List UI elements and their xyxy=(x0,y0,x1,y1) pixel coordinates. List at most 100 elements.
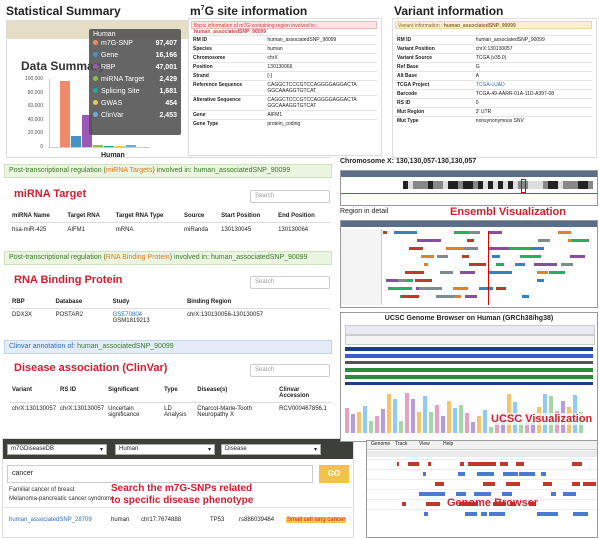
ensembl-overview xyxy=(340,170,598,206)
y-tick-label: 40,000 xyxy=(27,116,43,123)
info-row: RS ID 0 xyxy=(395,98,592,108)
track-feature xyxy=(383,231,387,234)
info-value: chrX xyxy=(267,55,278,61)
genome-menu-item[interactable]: Help xyxy=(443,441,454,447)
chromosome-band xyxy=(458,181,463,189)
column-header[interactable]: Study xyxy=(110,296,185,309)
disease-query-input[interactable]: cancer xyxy=(7,465,313,483)
expression-bar xyxy=(531,420,535,433)
column-header[interactable]: Start Position xyxy=(219,210,277,223)
column-header[interactable]: Disease(s) xyxy=(195,384,278,403)
track-feature xyxy=(520,255,541,258)
legend-swatch xyxy=(93,100,98,105)
column-header[interactable]: Source xyxy=(182,210,220,223)
info-value: AIFM1 xyxy=(267,112,283,118)
expression-bar xyxy=(375,415,379,433)
type-select[interactable]: Disease ▾ xyxy=(221,444,321,455)
bar-mirna-target[interactable] xyxy=(93,145,103,147)
column-header[interactable]: Binding Region xyxy=(184,296,330,309)
info-value: protein_coding xyxy=(267,121,301,127)
column-header[interactable]: RS ID xyxy=(58,384,107,403)
info-key: RM ID xyxy=(193,37,208,43)
result-id-link[interactable]: human_associatedSNP_28709 xyxy=(9,517,92,523)
info-row: RM ID human_associatedSNP_90099 xyxy=(395,35,592,45)
track-separator xyxy=(367,489,597,490)
info-value: TCGA-LUAD xyxy=(475,82,505,88)
expression-bar xyxy=(345,408,349,433)
column-header[interactable]: miRNA Name xyxy=(10,210,66,223)
suggestion-2[interactable]: Melanoma-pancreatic cancer syndrome xyxy=(9,496,115,502)
info-key: RS ID xyxy=(397,100,411,106)
bar-clinvar[interactable] xyxy=(126,145,136,147)
bar-gwas[interactable] xyxy=(115,146,125,147)
expression-bar xyxy=(489,427,493,433)
column-header[interactable]: Significant xyxy=(106,384,163,403)
track-feature xyxy=(558,231,572,234)
chromosome-band xyxy=(553,181,558,189)
clinvar-search-input[interactable]: Search xyxy=(250,364,330,377)
column-header[interactable]: Database xyxy=(53,296,111,309)
rbp-search-input[interactable]: Search xyxy=(250,276,330,289)
column-header[interactable]: Target RNA xyxy=(65,210,114,223)
info-row: Barcode TCGA-49-AARR-01A-11D-A397-08 xyxy=(395,89,592,99)
species-select[interactable]: Human ▾ xyxy=(115,444,215,455)
info-row: Reference Sequence CAGGCTCCCGTCCAGGGGAGGA… xyxy=(191,80,377,96)
genome-feature xyxy=(541,472,546,476)
genome-menu-item[interactable]: Genome xyxy=(371,441,391,447)
track-feature xyxy=(489,231,502,234)
genome-feature xyxy=(459,472,463,476)
legend-label: miRNA Target xyxy=(101,76,145,83)
genome-feature xyxy=(468,462,484,466)
genome-feature xyxy=(455,492,467,496)
bar-splicing-site[interactable] xyxy=(104,145,114,147)
column-header[interactable]: Clinvar Accession xyxy=(277,384,332,403)
column-header[interactable]: Target RNA Type xyxy=(113,210,183,223)
study-link[interactable]: GSE70804 xyxy=(112,312,142,318)
genome-feature xyxy=(583,482,597,486)
genome-feature xyxy=(551,492,556,496)
legend-swatch xyxy=(93,88,98,93)
genome-feature xyxy=(430,492,441,496)
track-feature xyxy=(397,279,407,282)
genome-feature xyxy=(429,492,433,496)
expression-bar xyxy=(495,421,499,433)
table-cell: chrX:130130057 xyxy=(60,406,105,412)
info-key: Ref Base xyxy=(397,64,419,70)
track-feature xyxy=(469,263,487,266)
bar-gene[interactable] xyxy=(71,136,81,147)
table-cell: mRNA xyxy=(115,227,134,233)
genome-feature xyxy=(497,512,506,516)
track-feature xyxy=(399,279,414,282)
mirna-search-input[interactable]: Search xyxy=(250,190,330,203)
column-header[interactable]: RBP xyxy=(10,296,54,309)
column-header[interactable]: Type xyxy=(162,384,196,403)
legend-label: GWAS xyxy=(101,100,123,107)
go-button[interactable]: GO xyxy=(319,465,349,483)
genome-menu-item[interactable]: View xyxy=(419,441,430,447)
track-feature xyxy=(400,295,419,298)
track-feature xyxy=(537,271,548,274)
bar-rbp[interactable] xyxy=(82,115,92,147)
info-value: 0 xyxy=(475,100,479,106)
table-cell: DDX3X xyxy=(12,312,33,318)
legend-value: 454 xyxy=(165,100,177,107)
expression-bar xyxy=(519,417,523,433)
column-header[interactable]: End Position xyxy=(276,210,330,223)
chromosome-band xyxy=(438,181,443,189)
genome-feature xyxy=(423,512,429,516)
track-feature xyxy=(572,239,589,242)
column-header[interactable]: Variant xyxy=(10,384,59,403)
genome-feature xyxy=(515,462,524,466)
ucsc-track xyxy=(345,382,593,385)
genome-feature xyxy=(433,502,440,506)
y-tick-label: 60,000 xyxy=(27,103,43,110)
expression-bar xyxy=(447,401,451,433)
db-select[interactable]: m7GDiseaseDB ▾ xyxy=(7,444,107,455)
info-value: G xyxy=(475,64,480,70)
suggestion-1[interactable]: Familial cancer of breast xyxy=(9,487,75,493)
info-value: human_associatedSNP_90099 xyxy=(267,37,337,43)
info-key: TCGA Project xyxy=(397,82,430,88)
legend-item: miRNA Target 2,429 xyxy=(89,76,181,88)
bar-m7g-snp[interactable] xyxy=(60,80,70,147)
genome-menu-item[interactable]: Track xyxy=(395,441,408,447)
